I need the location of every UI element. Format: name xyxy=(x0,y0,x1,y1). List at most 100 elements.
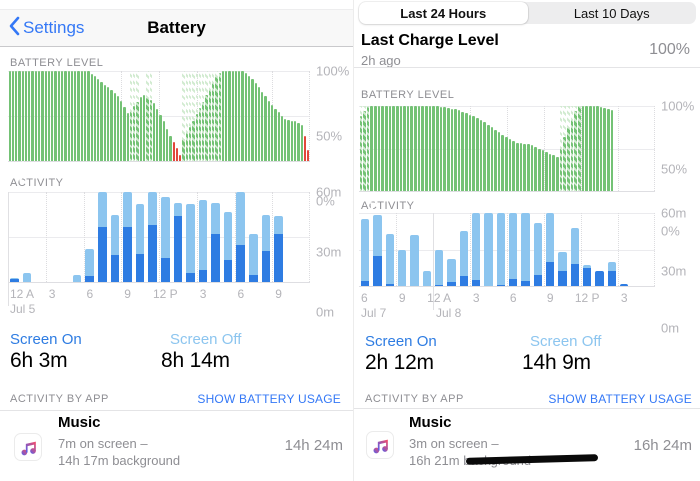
activity-bar xyxy=(507,213,519,286)
activity-bar xyxy=(482,213,494,286)
battery-bar xyxy=(74,71,77,161)
x-axis-label: 6 xyxy=(86,287,94,301)
battery-bar xyxy=(162,71,165,161)
battery-bar xyxy=(182,71,185,161)
battery-bar xyxy=(541,106,545,191)
activity-bar xyxy=(96,192,109,282)
screen-off-legend[interactable]: Screen Off xyxy=(530,333,602,350)
activity-bar xyxy=(458,213,470,286)
tab-last-10-days[interactable]: Last 10 Days xyxy=(573,5,650,21)
battery-bar xyxy=(596,106,600,191)
battery-level-chart: 100% 50% 0% xyxy=(8,64,353,209)
navigation-bar: Settings Battery xyxy=(0,9,353,47)
show-battery-usage-button[interactable]: SHOW BATTERY USAGE xyxy=(548,392,692,406)
x-axis-label: 12 A xyxy=(10,287,35,301)
battery-bar xyxy=(8,71,11,161)
x-axis-label: 3 xyxy=(620,291,628,305)
battery-bar xyxy=(83,71,87,161)
battery-bar xyxy=(421,106,425,191)
battery-bar xyxy=(410,106,414,191)
battery-bar xyxy=(450,106,454,191)
battery-bar xyxy=(215,71,218,161)
screen-on-legend[interactable]: Screen On xyxy=(10,331,82,348)
battery-bar xyxy=(172,71,175,161)
battery-bar xyxy=(185,71,188,161)
battery-bar xyxy=(439,106,443,191)
battery-bar xyxy=(454,106,458,191)
battery-bar xyxy=(446,106,450,191)
battery-bar xyxy=(257,71,261,161)
activity-bar xyxy=(556,213,568,286)
battery-bar xyxy=(251,71,254,161)
app-detail-line1: 7m on screen – xyxy=(58,436,148,451)
x-axis-label: 3 xyxy=(48,287,56,301)
battery-bar xyxy=(293,71,297,161)
battery-bar xyxy=(307,71,310,161)
last-charge-time-ago: 2h ago xyxy=(361,53,401,68)
screen-on-value: 2h 12m xyxy=(365,351,434,374)
battery-bar xyxy=(505,106,509,191)
battery-bar xyxy=(192,71,195,161)
screen-on-legend[interactable]: Screen On xyxy=(365,333,437,350)
battery-bar xyxy=(18,71,21,161)
battery-bar xyxy=(574,106,578,191)
battery-bar xyxy=(461,106,465,191)
activity-bar xyxy=(384,213,396,286)
battery-bar xyxy=(290,71,293,161)
activity-bar xyxy=(408,213,420,286)
activity-bar xyxy=(197,192,210,282)
battery-bar xyxy=(80,71,83,161)
tab-last-24-hours[interactable]: Last 24 Hours xyxy=(359,2,528,24)
battery-bar xyxy=(556,106,560,191)
battery-bar xyxy=(28,71,31,161)
activity-bar xyxy=(184,192,197,282)
battery-bar xyxy=(483,106,487,191)
battery-bar xyxy=(41,71,44,161)
battery-bar xyxy=(519,106,523,191)
battery-bar xyxy=(563,106,567,191)
battery-bar xyxy=(377,106,381,191)
battery-bar xyxy=(406,106,410,191)
battery-bar xyxy=(479,106,483,191)
back-chevron-icon xyxy=(8,16,20,41)
activity-bar xyxy=(209,192,222,282)
activity-section-label: ACTIVITY xyxy=(361,200,415,212)
activity-by-app-label: ACTIVITY BY APP xyxy=(10,393,109,405)
battery-bar xyxy=(548,106,552,191)
screenshot-divider xyxy=(353,0,354,481)
y-axis-label: 0m xyxy=(661,320,680,336)
battery-bar xyxy=(388,106,392,191)
battery-bar xyxy=(592,106,596,191)
battery-bar xyxy=(47,71,51,161)
battery-bar xyxy=(126,71,129,161)
x-axis-label: 9 xyxy=(546,291,554,305)
screen-off-legend[interactable]: Screen Off xyxy=(170,331,242,348)
app-total-time: 14h 24m xyxy=(284,437,343,454)
show-battery-usage-button[interactable]: SHOW BATTERY USAGE xyxy=(197,392,341,406)
battery-bar xyxy=(100,71,103,161)
battery-bar xyxy=(225,71,228,161)
battery-bar xyxy=(526,106,530,191)
battery-bar xyxy=(417,106,421,191)
back-to-settings-button[interactable]: Settings xyxy=(8,16,84,41)
battery-bar xyxy=(603,106,607,191)
battery-bar xyxy=(93,71,97,161)
y-axis-label: 100% xyxy=(316,63,350,79)
battery-bar xyxy=(432,106,436,191)
last-charge-level-title: Last Charge Level xyxy=(361,32,499,49)
battery-bar xyxy=(211,71,215,161)
activity-bar xyxy=(58,192,71,282)
battery-bar xyxy=(110,71,113,161)
x-axis-label: 3 xyxy=(472,291,480,305)
battery-bar xyxy=(267,71,270,161)
activity-bar xyxy=(247,192,260,282)
battery-bar xyxy=(472,106,476,191)
battery-bar xyxy=(428,106,432,191)
activity-bar xyxy=(396,213,408,286)
battery-bar xyxy=(198,71,202,161)
charging-bolt-icon xyxy=(366,191,379,217)
battery-bar xyxy=(585,106,589,191)
battery-bar xyxy=(24,71,28,161)
x-axis-label: 9 xyxy=(124,287,131,301)
